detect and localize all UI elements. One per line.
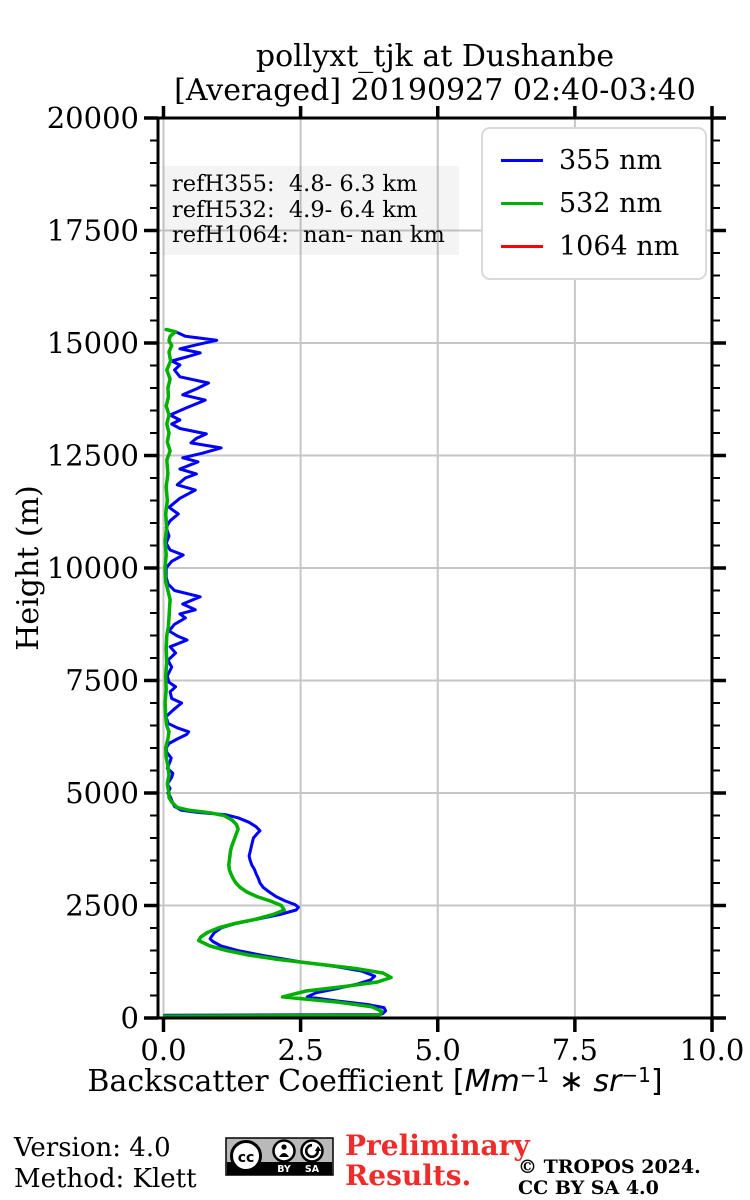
x-tick-label: 5.0 xyxy=(415,1033,461,1067)
chart-title-line2: [Averaged] 20190927 02:40-03:40 xyxy=(174,73,696,108)
legend-item-1064: 1064 nm xyxy=(501,225,705,268)
y-tick-label: 0 xyxy=(121,1001,139,1035)
y-tick-label: 20000 xyxy=(47,101,139,135)
copyright-line2: CC BY SA 4.0 License. xyxy=(518,1177,659,1200)
cc-logo-icon xyxy=(230,1140,262,1172)
legend-line-355-icon xyxy=(501,158,543,163)
series-line-532nm xyxy=(162,327,393,1018)
x-axis-title-star: ∗ xyxy=(549,1064,594,1099)
x-axis-title-exp2: −1 xyxy=(621,1063,651,1087)
axis-layer: 0 2500 5000 7500 10000 12500 15000 17500 20000 0.… xyxy=(47,101,745,1067)
share-alike-arrowhead xyxy=(314,1146,322,1151)
axes-spines xyxy=(156,116,714,1020)
attribution-person-icon xyxy=(272,1139,296,1163)
refh355-text: refH355: 4.8- 6.3 km xyxy=(172,171,418,197)
x-axis-title-text: Backscatter Coefficient xyxy=(87,1064,453,1099)
x-axis-title-exp1: −1 xyxy=(519,1063,550,1087)
preliminary-line1: Preliminary xyxy=(345,1129,530,1162)
legend-item-355: 355 nm xyxy=(501,139,705,182)
x-axis-title: Backscatter Coefficient [Mm−1 ∗ sr−1] xyxy=(0,1063,750,1099)
x-tick-label: 0.0 xyxy=(140,1033,186,1067)
legend-item-532: 532 nm xyxy=(501,182,705,225)
legend-line-1064-icon xyxy=(501,244,543,249)
preliminary-results-stamp: Preliminary Results. xyxy=(345,1131,530,1191)
legend: 355 nm 532 nm 1064 nm xyxy=(481,127,707,280)
person-body xyxy=(279,1153,289,1157)
y-axis-title: Height (m) xyxy=(11,485,46,651)
y-tick-label: 12500 xyxy=(47,439,139,473)
y-tick-label: 15000 xyxy=(47,326,139,360)
share-alike-arrow-icon xyxy=(300,1139,324,1163)
cc-by-sa-badge: cc BY SA xyxy=(225,1137,334,1176)
reference-height-annotation: refH355: 4.8- 6.3 km refH532: 4.9- 6.4 k… xyxy=(163,166,459,255)
badge-by-text: BY xyxy=(277,1164,291,1175)
refh532-text: refH532: 4.9- 6.4 km xyxy=(172,196,418,223)
y-tick-label: 17500 xyxy=(47,214,139,248)
x-axis-title-mm: Mm xyxy=(464,1064,520,1099)
method-text: Method: Klett xyxy=(14,1164,197,1194)
chart-title-line1: pollyxt_tjk at Dushanbe xyxy=(255,39,615,74)
x-tick-label: 10.0 xyxy=(680,1033,745,1067)
version-method-text: Version: 4.0 Method: Klett xyxy=(14,1133,197,1195)
cc-logo-text: cc xyxy=(238,1150,255,1166)
person-head xyxy=(281,1144,287,1150)
copyright-line1: © TROPOS 2024. xyxy=(518,1156,701,1178)
y-tick-label: 2500 xyxy=(65,889,139,923)
x-tick-label: 7.5 xyxy=(552,1033,598,1067)
x-axis-title-bracket-open: [ xyxy=(452,1064,465,1099)
chart-title: pollyxt_tjk at Dushanbe [Averaged] 20190… xyxy=(135,40,735,108)
refh1064-text: refH1064: nan- nan km xyxy=(172,222,445,248)
legend-line-532-icon xyxy=(501,201,543,206)
copyright-text: © TROPOS 2024. CC BY SA 4.0 License. xyxy=(518,1157,750,1200)
legend-label-532: 532 nm xyxy=(559,188,663,219)
legend-label-1064: 1064 nm xyxy=(559,231,680,262)
y-tick-label: 5000 xyxy=(65,776,139,810)
badge-sa-text: SA xyxy=(305,1164,320,1175)
preliminary-line2: Results. xyxy=(345,1159,472,1192)
y-tick-label: 7500 xyxy=(65,664,139,698)
share-alike-arrow xyxy=(304,1143,320,1159)
version-text: Version: 4.0 xyxy=(14,1133,171,1163)
legend-label-355: 355 nm xyxy=(559,145,663,176)
x-axis-title-sr: sr xyxy=(593,1064,622,1099)
x-tick-label: 2.5 xyxy=(278,1033,324,1067)
x-axis-title-bracket-close: ] xyxy=(650,1064,663,1099)
y-tick-label: 10000 xyxy=(47,551,139,585)
series-layer xyxy=(162,327,393,1018)
